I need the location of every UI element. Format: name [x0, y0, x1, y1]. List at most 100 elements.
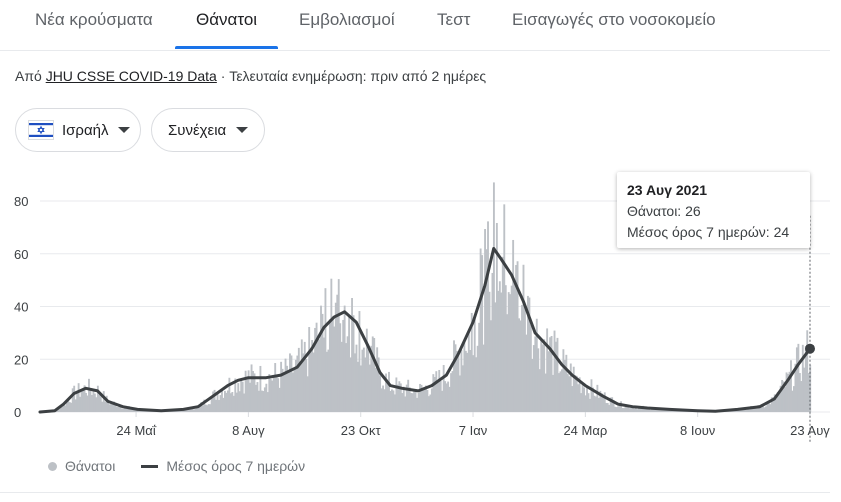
daily-death-bar [95, 397, 98, 412]
source-link[interactable]: JHU CSSE COVID-19 Data [45, 68, 217, 84]
daily-death-bar [204, 404, 207, 412]
daily-death-bar [481, 255, 484, 412]
daily-death-bar [402, 386, 405, 412]
daily-death-bar [614, 406, 617, 412]
daily-death-bar [64, 405, 67, 412]
daily-death-bar [524, 305, 526, 412]
daily-death-bar [405, 384, 408, 412]
tab-hospital-admissions[interactable]: Εισαγωγές στο νοσοκομείο [512, 10, 716, 29]
daily-death-bar [80, 391, 83, 412]
daily-death-bar [485, 249, 488, 412]
daily-death-bar [283, 373, 285, 412]
daily-death-bar [306, 376, 309, 412]
daily-death-bar [461, 365, 464, 412]
daily-death-bar [268, 374, 271, 412]
daily-death-bar [228, 377, 231, 412]
x-axis-ticks: 24 Μαΐ 8 Αυγ 23 Οκτ 7 Ιαν 24 Μαρ 8 Ιουν 23 Αυγ [116, 412, 830, 438]
daily-death-bar [538, 369, 541, 412]
daily-death-bar [606, 402, 609, 412]
daily-death-bar [611, 397, 614, 412]
daily-death-bar [272, 375, 275, 412]
daily-death-bar [401, 393, 404, 412]
daily-death-bar [509, 294, 512, 412]
daily-death-bar [791, 390, 794, 412]
daily-death-bar [432, 374, 435, 412]
daily-death-bar [238, 391, 241, 412]
daily-death-bar [303, 341, 306, 412]
deaths-chart[interactable]: 0 20 40 60 80 24 Μαΐ 8 Αυγ 23 Οκτ 7 Ιαν 24 Μαρ 8 … [0, 160, 841, 450]
daily-death-bar [463, 342, 466, 412]
tab-deaths[interactable]: Θάνατοι [196, 10, 258, 29]
daily-death-bar [380, 388, 383, 412]
daily-death-bar [231, 392, 234, 412]
daily-death-bar [506, 314, 509, 412]
country-dropdown[interactable]: Ισραήλ [15, 108, 141, 152]
daily-death-bar [79, 396, 82, 412]
tab-new-cases[interactable]: Νέα κρούσματα [35, 10, 153, 29]
daily-death-bar [531, 358, 534, 412]
daily-death-bar [556, 337, 559, 412]
daily-death-bar [442, 365, 445, 412]
daily-death-bar [358, 311, 361, 412]
daily-death-bar [71, 388, 74, 412]
daily-death-bar [736, 410, 739, 412]
daily-death-bar [543, 339, 546, 412]
x-tick-label: 23 Αυγ [790, 423, 830, 438]
daily-death-bar [652, 408, 655, 412]
daily-death-bar [583, 387, 586, 412]
avg-line [38, 247, 812, 414]
daily-death-bar [525, 334, 528, 412]
daily-death-bar [594, 396, 597, 412]
daily-death-bar [382, 385, 385, 412]
daily-death-bar [537, 348, 540, 412]
tab-tests[interactable]: Τεστ [437, 10, 471, 29]
daily-death-bar [240, 380, 243, 412]
daily-death-bar [235, 392, 238, 412]
daily-death-bar [621, 407, 624, 412]
daily-death-bar [605, 402, 608, 412]
daily-death-bar [114, 402, 117, 412]
daily-death-bar [76, 393, 79, 412]
daily-death-bar [484, 229, 486, 412]
daily-death-bar [587, 393, 590, 412]
daily-death-bar [535, 318, 538, 412]
daily-death-bar [297, 347, 300, 412]
tooltip-date: 23 Αυγ 2021 [627, 182, 708, 198]
daily-death-bar [754, 406, 757, 412]
period-dropdown[interactable]: Συνέχεια [151, 108, 265, 152]
daily-death-bar [88, 378, 90, 412]
daily-death-bar [379, 375, 382, 412]
daily-death-bar [562, 349, 565, 412]
daily-death-bar [192, 409, 195, 412]
daily-death-bar [559, 371, 562, 412]
daily-death-bar [226, 390, 229, 412]
daily-death-bar [207, 404, 210, 412]
daily-death-bar [571, 386, 574, 412]
x-tick-label: 7 Ιαν [459, 423, 487, 438]
daily-death-bar [627, 405, 630, 412]
daily-death-bar [429, 394, 432, 412]
daily-death-bar [426, 389, 429, 412]
daily-death-bar [757, 405, 760, 412]
tab-vaccinations[interactable]: Εμβολιασμοί [299, 10, 395, 29]
daily-death-bar [325, 351, 328, 412]
daily-death-bar [438, 369, 441, 412]
daily-death-bar [90, 394, 93, 412]
daily-death-bar [751, 407, 754, 412]
daily-death-bar [133, 409, 136, 412]
daily-death-bar [77, 383, 80, 412]
daily-death-bar [266, 392, 269, 412]
daily-death-bar [423, 387, 426, 412]
daily-death-bar [482, 344, 485, 412]
daily-death-bar [793, 386, 795, 412]
daily-death-bar [608, 404, 611, 412]
daily-death-bar [747, 407, 750, 412]
daily-death-bar [651, 409, 654, 412]
daily-death-bar [59, 406, 62, 412]
daily-death-bar [61, 406, 64, 412]
daily-death-bar [293, 368, 296, 412]
daily-death-bar [488, 291, 491, 412]
daily-death-bar [105, 395, 108, 412]
daily-death-bar [787, 373, 789, 412]
daily-death-bar [565, 354, 568, 412]
